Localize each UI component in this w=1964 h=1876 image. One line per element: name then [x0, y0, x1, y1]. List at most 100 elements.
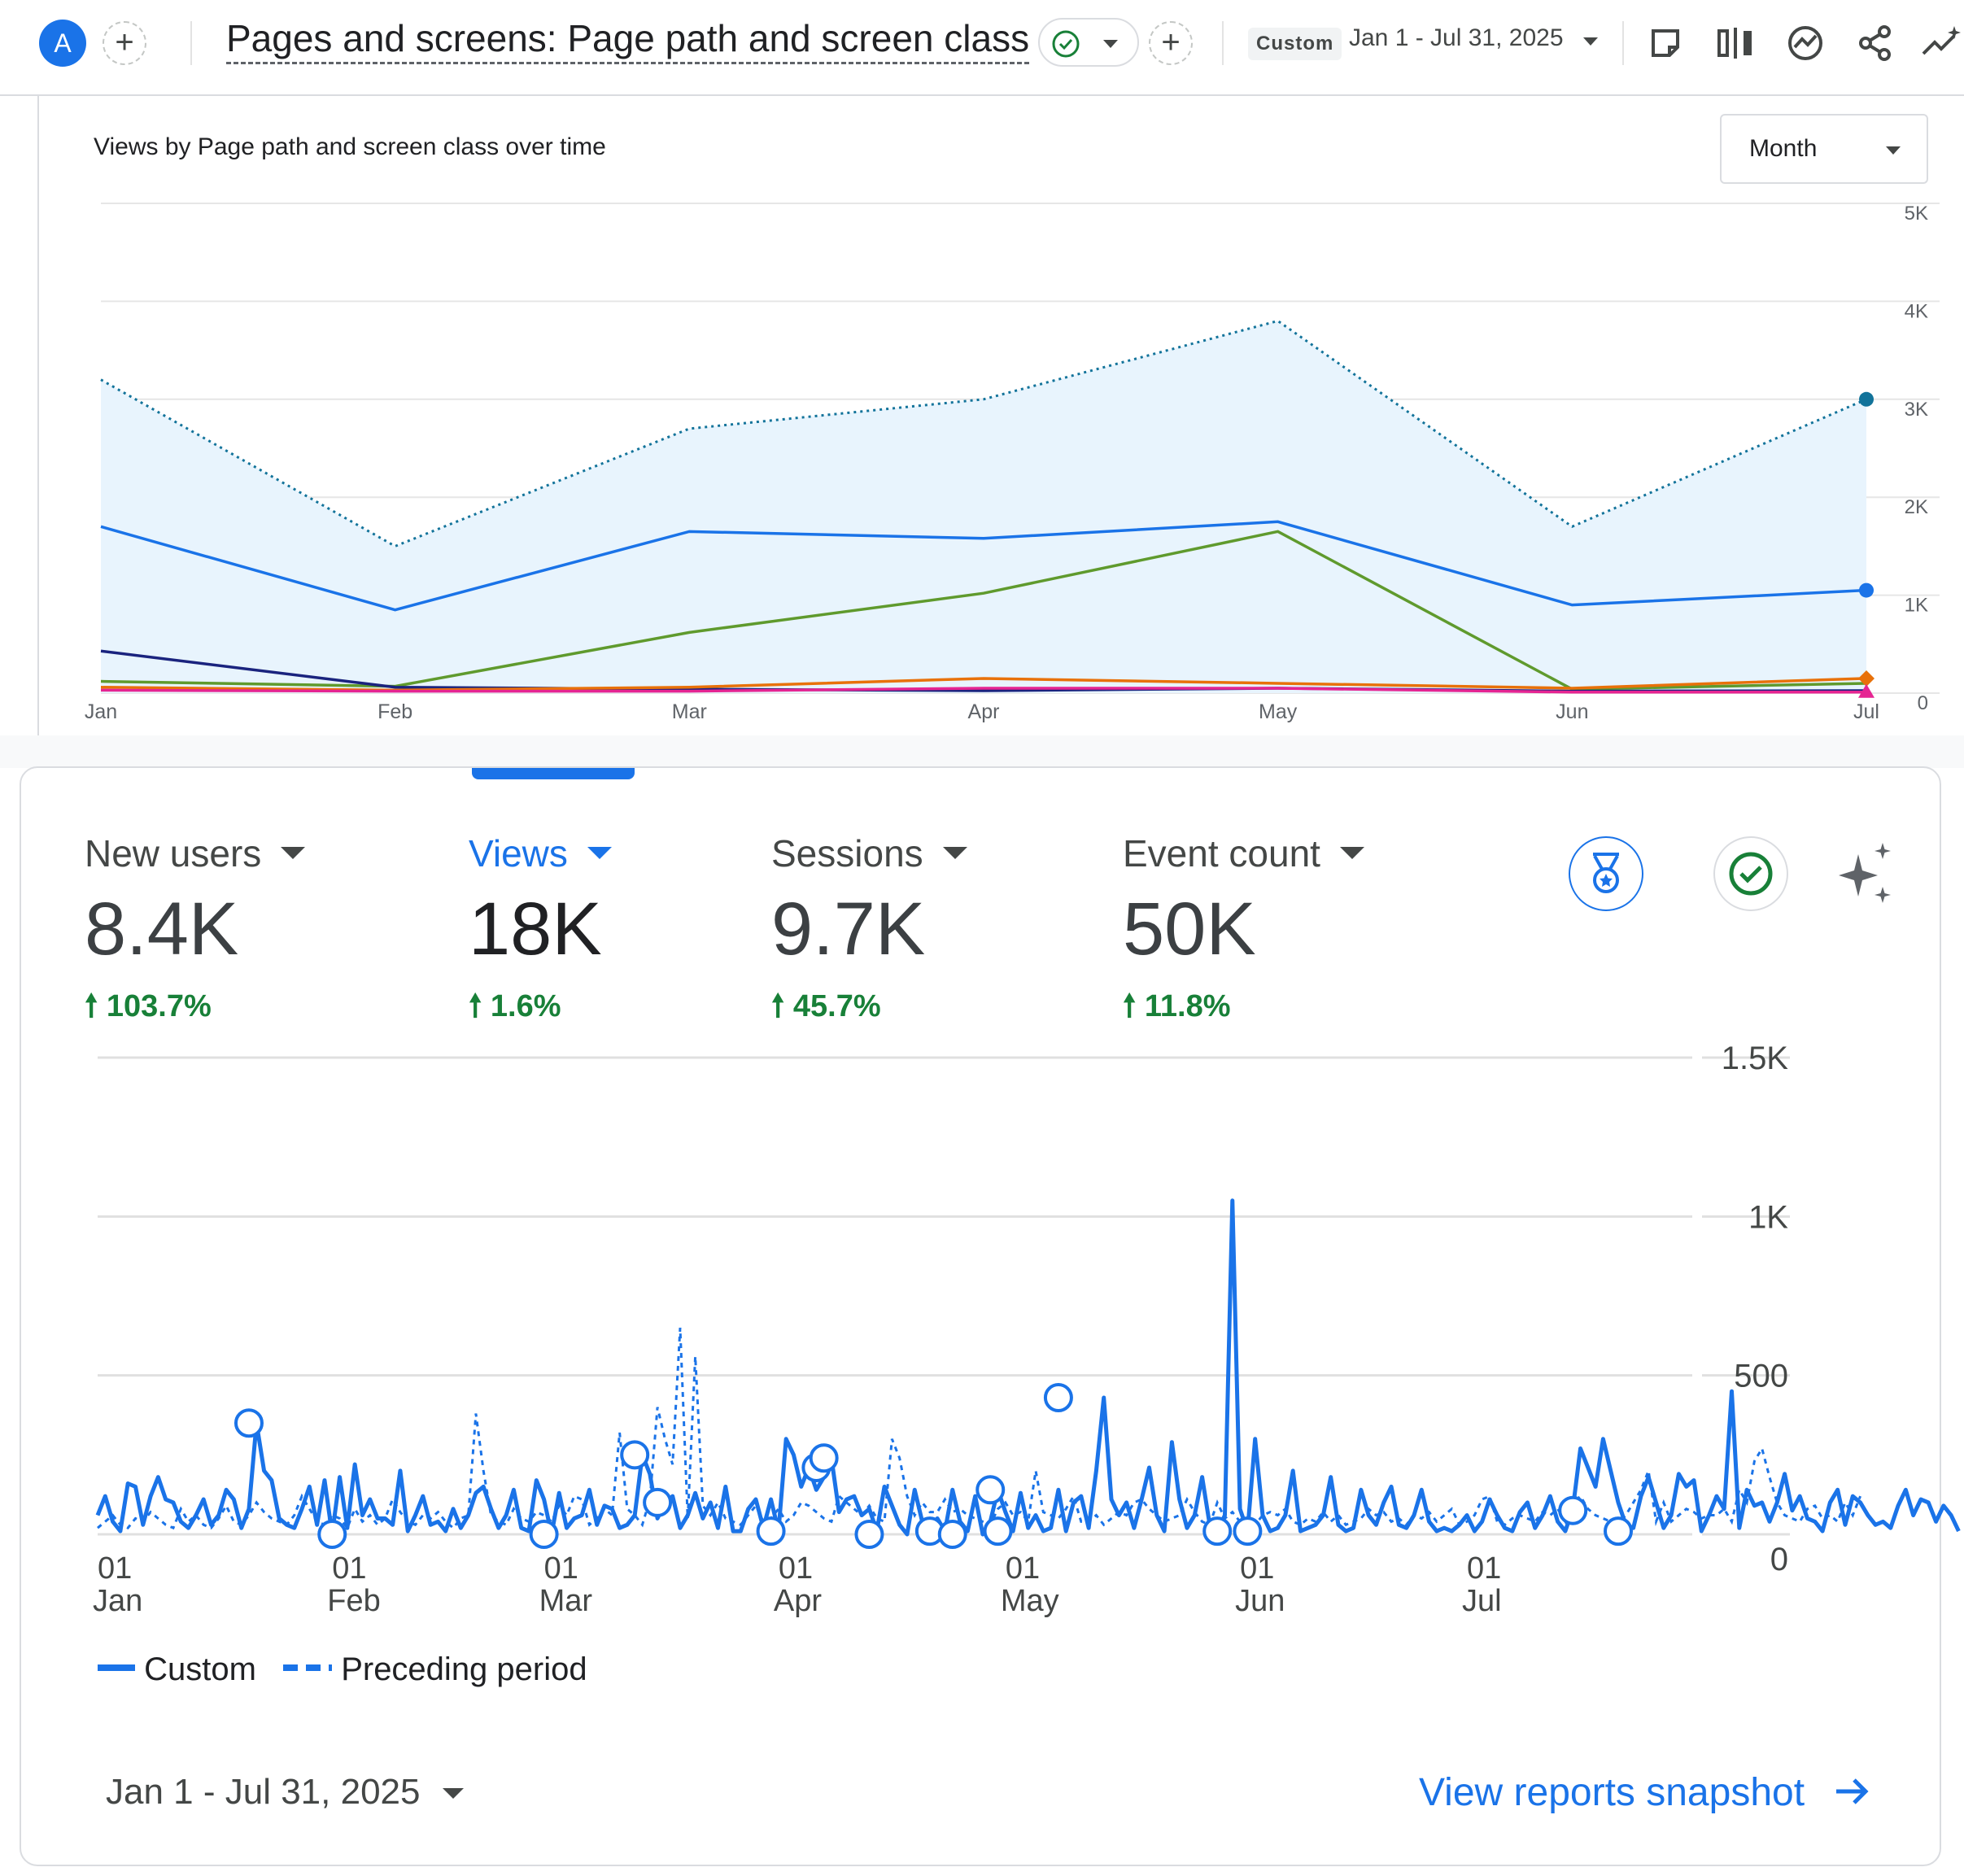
x-tick-month: Apr	[774, 1584, 822, 1618]
metric-change: 🠕 1.6%	[469, 989, 561, 1023]
add-filter-button[interactable]: +	[1149, 21, 1193, 65]
metric-value: 50K	[1123, 888, 1256, 971]
header-divider	[1222, 21, 1224, 65]
anomaly-marker	[975, 1475, 1006, 1505]
footer-date-picker[interactable]: Jan 1 - Jul 31, 2025	[106, 1772, 465, 1813]
anomaly-marker	[1233, 1516, 1263, 1547]
medal-icon	[1593, 853, 1619, 893]
chevron-down-icon	[1103, 40, 1118, 48]
series-line-custom	[95, 1198, 1961, 1537]
y-tick-label: 3K	[1905, 399, 1928, 421]
y-tick-label: 0	[1770, 1542, 1788, 1577]
metric-change: 🠕 11.8%	[1123, 989, 1231, 1023]
x-tick-month: Jul	[1462, 1584, 1502, 1618]
date-chip[interactable]: Custom	[1248, 28, 1342, 60]
x-tick-label: Jan	[85, 700, 117, 723]
anomaly-marker	[1043, 1383, 1073, 1413]
metric-views[interactable]: Views 18K 🠕 1.6%	[469, 831, 612, 1036]
compare-icon[interactable]	[1712, 20, 1759, 67]
account-avatar[interactable]: A	[39, 20, 86, 67]
active-tab-indicator	[472, 768, 635, 779]
x-tick-month: Mar	[539, 1584, 593, 1618]
header-divider	[190, 21, 192, 65]
metric-label: Views	[469, 831, 612, 875]
x-tick-day: 01	[544, 1551, 578, 1586]
chevron-down-icon	[1886, 146, 1901, 155]
sparkle-icon[interactable]	[1829, 836, 1904, 911]
series-end-marker	[1858, 670, 1875, 687]
x-tick-label: Jun	[1556, 700, 1588, 723]
chevron-down-icon[interactable]	[1583, 37, 1598, 46]
arrow-up-icon: 🠕	[771, 989, 785, 1023]
arrow-right-icon	[1836, 1778, 1869, 1805]
anomaly-marker	[1604, 1516, 1634, 1547]
header-divider	[1622, 21, 1624, 65]
chart-title: Views by Page path and screen class over…	[94, 133, 606, 160]
chevron-down-icon	[587, 847, 612, 860]
card-edge	[37, 96, 39, 739]
anomaly-marker	[854, 1520, 884, 1549]
metric-value: 9.7K	[771, 888, 926, 971]
total-area	[101, 321, 1866, 693]
legend-item-custom[interactable]: Custom	[98, 1651, 265, 1687]
metric-value: 8.4K	[85, 888, 239, 971]
x-tick-day: 01	[98, 1551, 132, 1586]
metric-label: New users	[85, 831, 306, 875]
y-tick-label: 2K	[1905, 496, 1928, 518]
date-range-picker[interactable]: Jan 1 - Jul 31, 2025	[1349, 24, 1564, 51]
edit-report-icon[interactable]	[1642, 20, 1689, 67]
anomaly-marker	[756, 1516, 786, 1547]
summary-card	[20, 766, 1941, 1866]
chevron-down-icon	[443, 1788, 465, 1799]
check-circle-icon	[1729, 852, 1773, 896]
report-title[interactable]: Pages and screens: Page path and screen …	[226, 16, 1030, 64]
metric-sessions[interactable]: Sessions 9.7K 🠕 45.7%	[771, 831, 967, 1036]
chevron-down-icon	[1339, 847, 1364, 860]
chevron-down-icon	[281, 847, 306, 860]
x-tick-label: Feb	[378, 700, 412, 723]
check-circle-icon	[1052, 30, 1080, 58]
y-tick-label: 4K	[1905, 300, 1928, 322]
metric-event-count[interactable]: Event count 50K 🠕 11.8%	[1123, 831, 1364, 1036]
anomaly-marker	[1202, 1516, 1233, 1547]
report-header: A + Pages and screens: Page path and scr…	[0, 0, 1964, 96]
granularity-select[interactable]: Month	[1720, 114, 1928, 184]
chevron-down-icon	[942, 847, 967, 860]
trend-icon[interactable]	[1917, 20, 1964, 67]
add-comparison-button[interactable]: +	[103, 21, 146, 65]
anomaly-marker	[529, 1520, 559, 1549]
metric-new-users[interactable]: New users 8.4K 🠕 103.7%	[85, 831, 306, 1036]
arrow-up-icon: 🠕	[85, 989, 98, 1023]
metric-label: Sessions	[771, 831, 967, 875]
y-tick-label: 1.5K	[1722, 1041, 1789, 1076]
y-tick-label: 500	[1734, 1359, 1788, 1394]
x-tick-day: 01	[1006, 1551, 1040, 1586]
y-tick-label: 5K	[1905, 203, 1928, 225]
view-reports-snapshot-link[interactable]: View reports snapshot	[1419, 1770, 1872, 1815]
series-end-marker	[1859, 391, 1874, 407]
chart-legend: Custom Preceding period	[98, 1651, 587, 1688]
anomaly-marker	[643, 1487, 673, 1517]
x-tick-label: Jul	[1853, 700, 1879, 723]
share-icon[interactable]	[1852, 20, 1899, 67]
footer-date-label: Jan 1 - Jul 31, 2025	[106, 1772, 421, 1812]
views-line-chart: 0 1K 2K 3K 4K 5K Jan Feb Mar Apr May Jun Jul	[85, 203, 1940, 723]
data-quality-button[interactable]	[1713, 836, 1788, 911]
legend-label: Preceding period	[341, 1651, 587, 1687]
x-tick-label: May	[1259, 700, 1298, 723]
snapshot-link-label: View reports snapshot	[1419, 1771, 1805, 1814]
metric-label: Event count	[1123, 831, 1364, 875]
series-end-marker	[1859, 582, 1874, 598]
metric-value: 18K	[469, 888, 602, 971]
series-line-blue	[100, 520, 1867, 612]
insights-icon[interactable]	[1782, 20, 1829, 67]
legend-item-preceding[interactable]: Preceding period	[283, 1651, 587, 1687]
x-tick-day: 01	[1240, 1551, 1274, 1586]
report-status-dropdown[interactable]	[1038, 18, 1139, 67]
series-line-magenta	[100, 687, 1866, 694]
x-tick-label: Apr	[968, 700, 1000, 723]
legend-label: Custom	[144, 1651, 256, 1687]
anomaly-marker	[983, 1516, 1013, 1547]
arrow-up-icon: 🠕	[469, 989, 482, 1023]
benchmark-button[interactable]	[1569, 836, 1643, 911]
